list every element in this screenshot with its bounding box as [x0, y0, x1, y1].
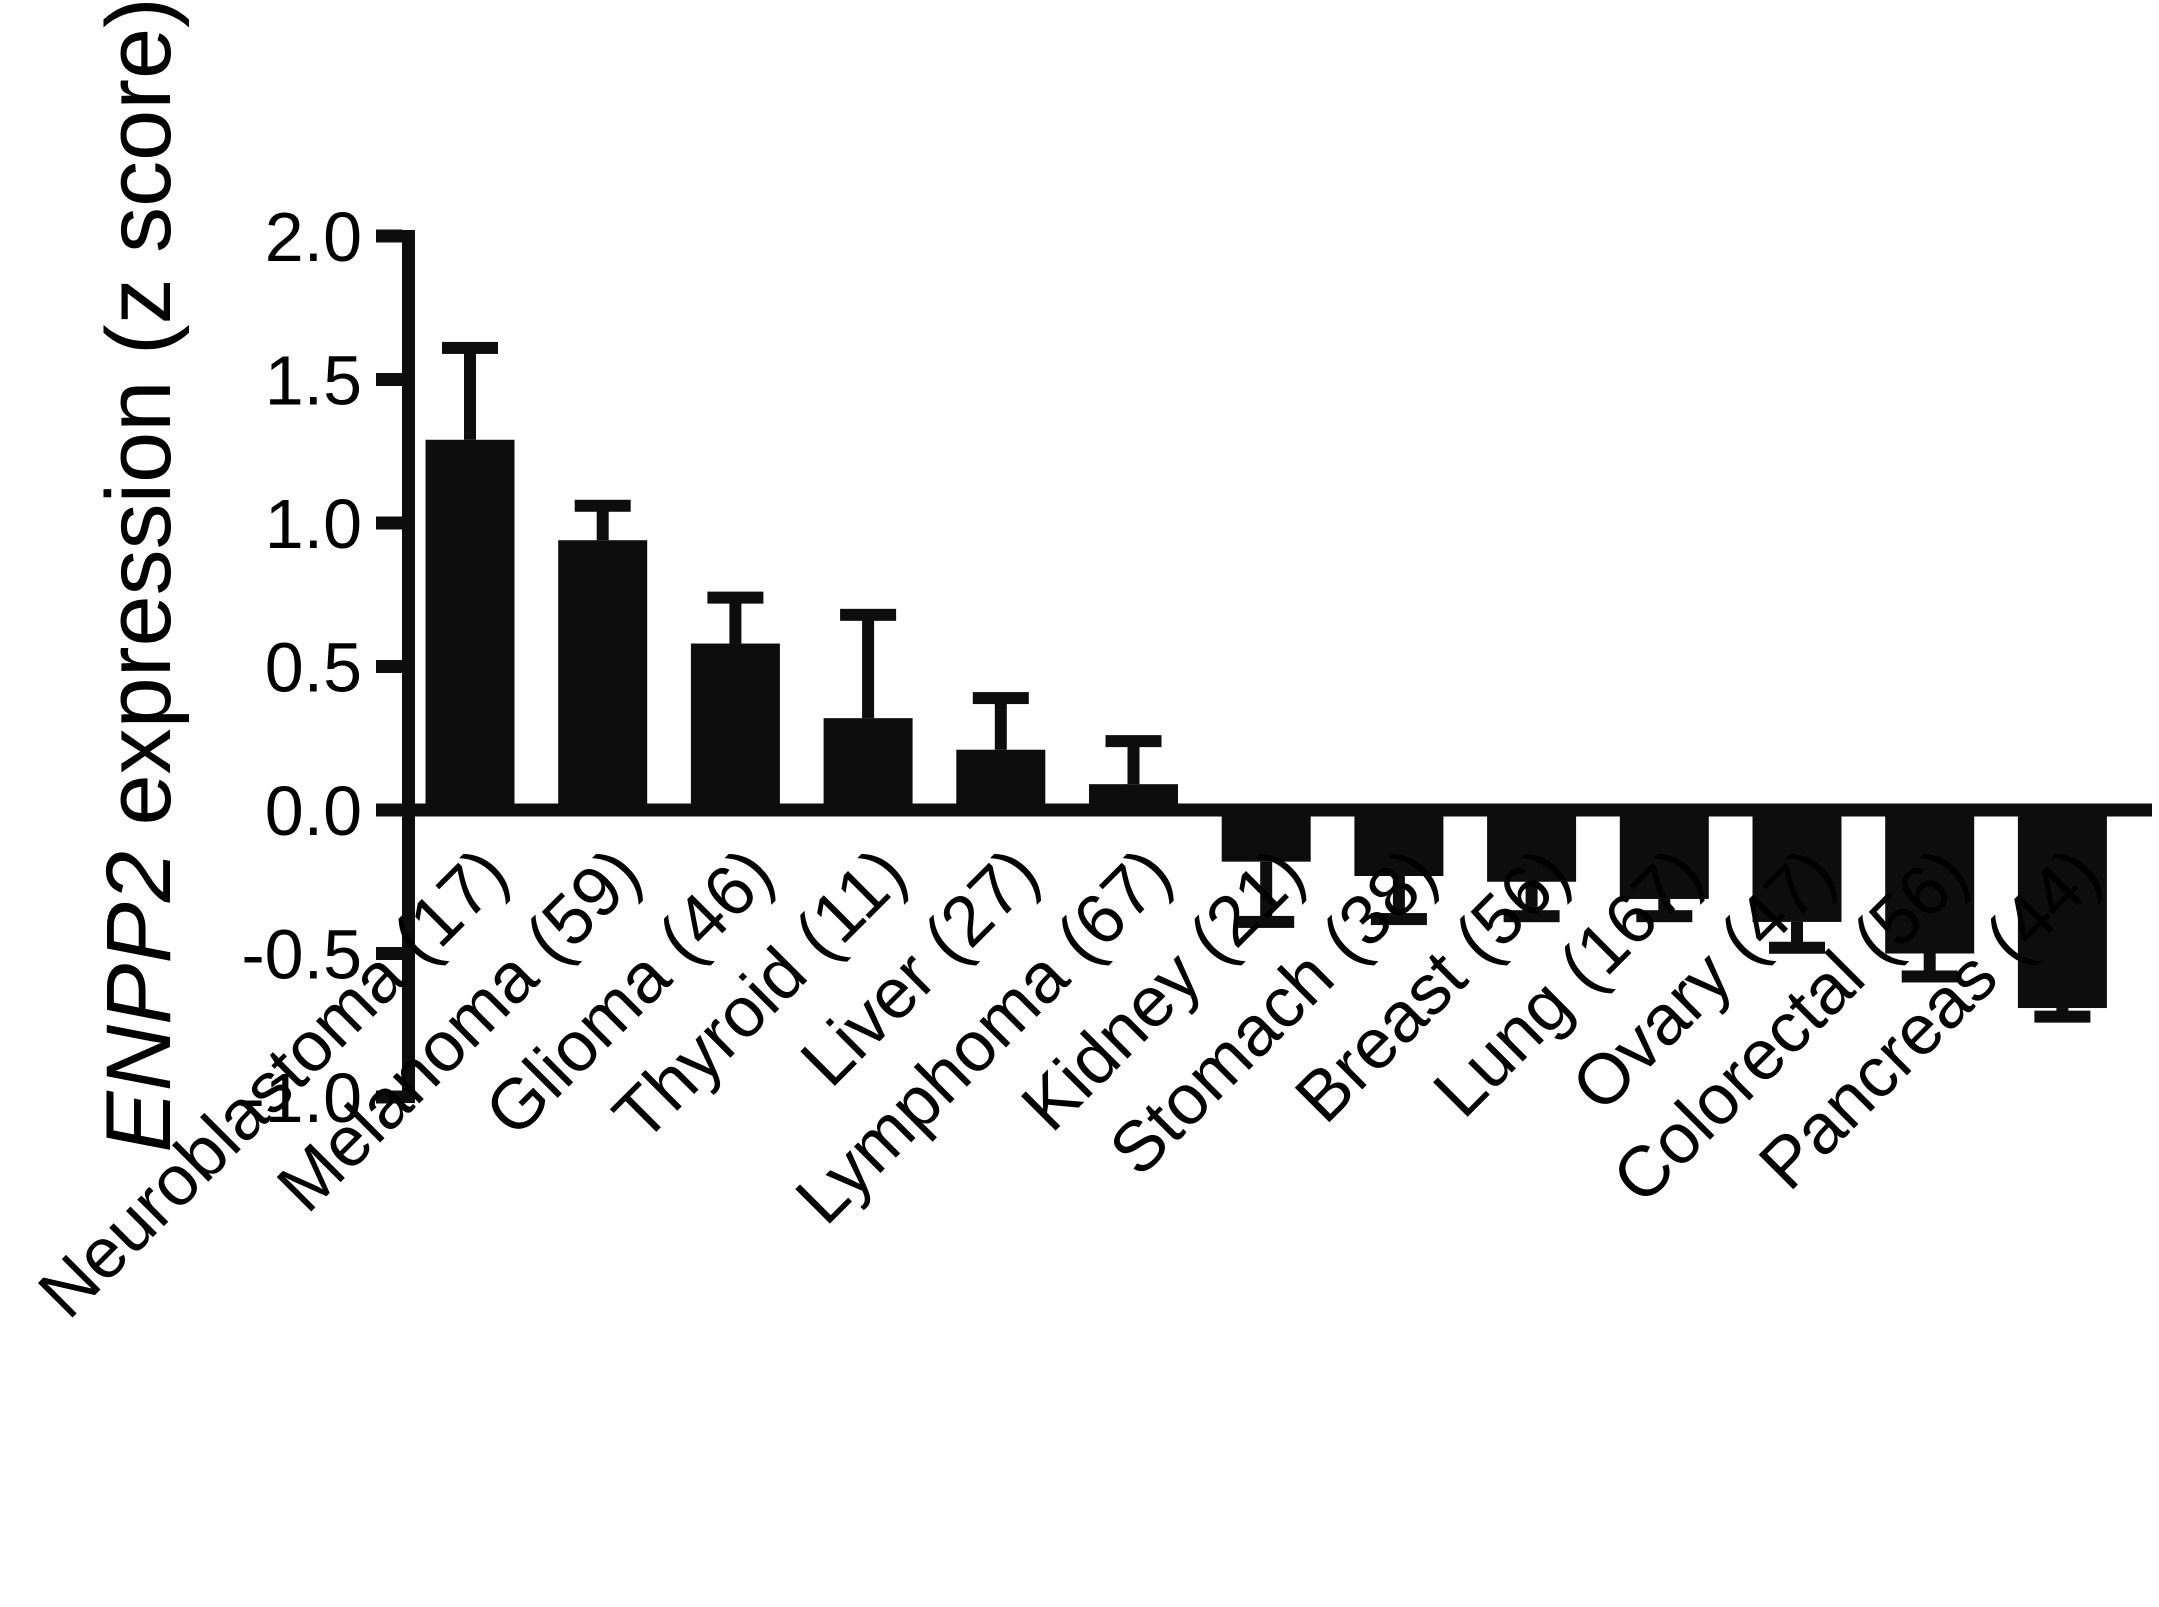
y-axis-spine	[402, 230, 415, 1103]
error-bar-cap	[442, 341, 498, 354]
error-bar-stem	[1127, 741, 1140, 785]
y-tick-label: 0.5	[265, 629, 362, 707]
bar	[1354, 810, 1444, 877]
y-axis-title-rest: expression (z score)	[88, 0, 190, 851]
error-bar-stem	[1392, 876, 1405, 920]
error-bar-cap	[1238, 915, 1295, 928]
bar	[1221, 810, 1311, 862]
y-tick-label: 1.0	[265, 485, 362, 563]
bar	[1752, 810, 1842, 922]
bar	[1089, 784, 1178, 810]
error-bar-cap	[1636, 910, 1693, 923]
bar	[690, 643, 780, 810]
error-bar-cap	[1105, 735, 1162, 748]
error-bar-stem	[1791, 921, 1803, 948]
y-tick-label: -0.5	[241, 916, 362, 994]
error-bar-stem	[729, 597, 742, 644]
bar	[1619, 810, 1709, 899]
y-axis-tick	[376, 373, 402, 386]
bar	[1885, 810, 1975, 954]
error-bar-cap	[574, 499, 631, 512]
error-bar-cap	[1503, 910, 1560, 923]
error-bar-stem	[1525, 881, 1538, 917]
error-bar-cap	[1370, 913, 1427, 926]
y-tick-label: 0.0	[265, 772, 362, 850]
y-axis-tick	[376, 229, 402, 243]
y-tick-label: 2.0	[265, 198, 362, 276]
y-tick-label: 1.5	[265, 342, 362, 420]
y-axis-tick	[376, 516, 402, 530]
error-bar-stem	[596, 505, 609, 541]
error-bar-cap	[1901, 970, 1958, 983]
y-axis-tick	[376, 947, 402, 960]
bar	[823, 718, 913, 810]
error-bar-cap	[972, 692, 1029, 705]
error-bar-stem	[464, 347, 476, 440]
error-bar-stem	[862, 614, 875, 719]
bar	[1487, 810, 1577, 882]
bar	[425, 439, 515, 810]
error-bar-cap	[2034, 1010, 2091, 1023]
bar	[558, 540, 648, 810]
y-axis-title: ENPP2 expression (z score)	[88, 0, 190, 1153]
error-bar-cap	[1769, 941, 1825, 954]
bar	[2017, 810, 2107, 1009]
y-tick-label: -1.0	[241, 1059, 362, 1137]
y-axis-title-gene: ENPP2	[88, 851, 190, 1153]
error-bar-cap	[840, 608, 897, 621]
y-axis-tick	[376, 1090, 402, 1104]
bar	[956, 749, 1046, 810]
y-axis-tick	[376, 803, 402, 817]
y-axis-tick	[376, 660, 402, 673]
error-bar-cap	[707, 591, 764, 604]
error-bar-stem	[1260, 861, 1273, 922]
error-bar-stem	[994, 698, 1007, 750]
